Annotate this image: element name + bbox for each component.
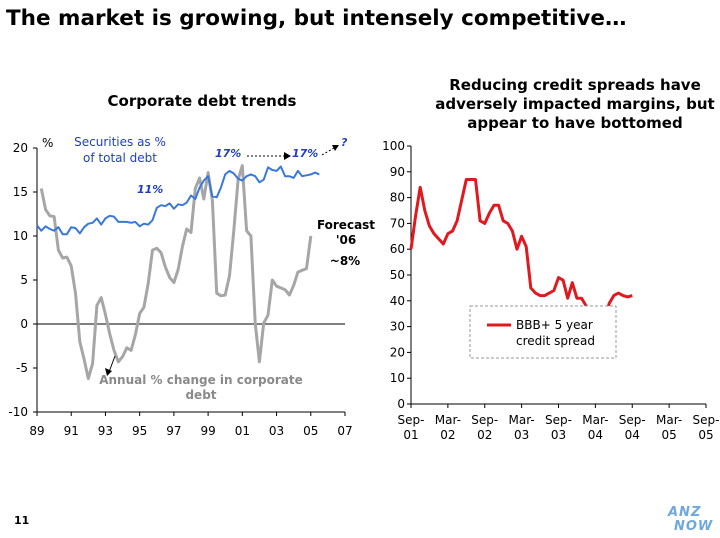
page-number: 11 <box>14 514 30 527</box>
left-y-tick-label: 10 <box>13 229 28 243</box>
left-chart-title: Corporate debt trends <box>107 92 297 110</box>
anz-logo: ANZ NOW <box>668 505 714 535</box>
annotation-17pct-2: 17% <box>292 147 318 160</box>
annotation-forecast-year: '06 <box>336 233 356 247</box>
left-y-tick-label: 0 <box>20 317 28 331</box>
left-y-tick-label: -5 <box>16 361 28 375</box>
logo-line1: ANZ <box>668 505 702 520</box>
right-x-tick-label-top: Sep- <box>471 413 498 427</box>
change-line <box>39 164 313 381</box>
left-x-tick-label: 01 <box>235 424 250 438</box>
left-y-tick-label: -10 <box>8 405 28 419</box>
left-x-tick-label: 97 <box>166 424 181 438</box>
left-x-tick-label: 89 <box>29 424 44 438</box>
annotation-17pct-1: 17% <box>215 147 241 160</box>
right-x-tick-label-bottom: 05 <box>661 428 676 442</box>
right-x-tick-label-bottom: 02 <box>440 428 455 442</box>
legend-label-line2: credit spread <box>516 334 595 348</box>
securities-label: Securities as % <box>74 135 166 149</box>
change-label: Annual % change in corporate <box>99 373 303 387</box>
right-y-tick-label: 90 <box>390 165 405 179</box>
right-x-tick-label-top: Mar- <box>435 413 461 427</box>
arrowhead-17 <box>284 152 291 160</box>
left-x-tick-label: 93 <box>98 424 113 438</box>
right-y-tick-label: 70 <box>390 216 405 230</box>
annotation-forecast: Forecast <box>317 218 375 232</box>
left-y-tick-label: 20 <box>13 141 28 155</box>
annotation-question: ? <box>341 136 348 149</box>
right-x-tick-label-bottom: 03 <box>551 428 566 442</box>
securities-label-line2: of total debt <box>83 151 157 165</box>
arrow-to-question <box>321 147 335 156</box>
right-x-tick-label-top: Sep- <box>619 413 646 427</box>
right-x-tick-label-top: Sep- <box>545 413 572 427</box>
left-x-tick-label: 05 <box>303 424 318 438</box>
arrowhead-change <box>105 368 112 376</box>
right-legend-box <box>469 305 617 359</box>
annotation-11pct: 11% <box>137 183 163 196</box>
right-x-tick-label-bottom: 05 <box>698 428 713 442</box>
left-x-tick-label: 95 <box>132 424 147 438</box>
left-y-tick-label: 5 <box>20 273 28 287</box>
right-y-tick-label: 20 <box>390 345 405 359</box>
securities-line <box>36 165 320 236</box>
right-x-tick-label-top: Mar- <box>509 413 535 427</box>
legend-label: BBB+ 5 year <box>516 318 593 332</box>
logo-line2: NOW <box>674 519 714 534</box>
right-x-tick-label-top: Mar- <box>582 413 608 427</box>
annotation-approx: ~8% <box>330 254 360 268</box>
right-y-tick-label: 30 <box>390 320 405 334</box>
left-x-tick-label: 91 <box>64 424 79 438</box>
left-x-tick-label: 03 <box>269 424 284 438</box>
right-y-tick-label: 10 <box>390 371 405 385</box>
right-x-tick-label-bottom: 02 <box>477 428 492 442</box>
right-y-tick-label: 40 <box>390 294 405 308</box>
right-y-tick-label: 100 <box>382 139 405 153</box>
right-x-tick-label-top: Sep- <box>398 413 425 427</box>
right-y-tick-label: 50 <box>390 268 405 282</box>
credit-spread-line <box>409 178 633 321</box>
right-chart-title: Reducing credit spreads have adversely i… <box>435 76 715 132</box>
right-x-tick-label-bottom: 04 <box>588 428 603 442</box>
left-y-tick-label: 15 <box>13 185 28 199</box>
right-y-tick-label: 60 <box>390 242 405 256</box>
right-x-tick-label-bottom: 03 <box>514 428 529 442</box>
change-label-line2: debt <box>185 388 216 402</box>
left-y-axis-label: % <box>42 136 53 150</box>
left-x-tick-label: 99 <box>200 424 215 438</box>
arrow-change-label <box>108 355 116 373</box>
slide-title: The market is growing, but intensely com… <box>6 6 627 31</box>
right-y-tick-label: 0 <box>397 397 405 411</box>
right-x-tick-label-bottom: 01 <box>403 428 418 442</box>
right-x-tick-label-bottom: 04 <box>625 428 640 442</box>
right-x-tick-label-top: Sep- <box>693 413 720 427</box>
left-x-tick-label: 07 <box>337 424 352 438</box>
arrowhead-question <box>332 145 339 151</box>
right-y-tick-label: 80 <box>390 191 405 205</box>
right-x-tick-label-top: Mar- <box>656 413 682 427</box>
